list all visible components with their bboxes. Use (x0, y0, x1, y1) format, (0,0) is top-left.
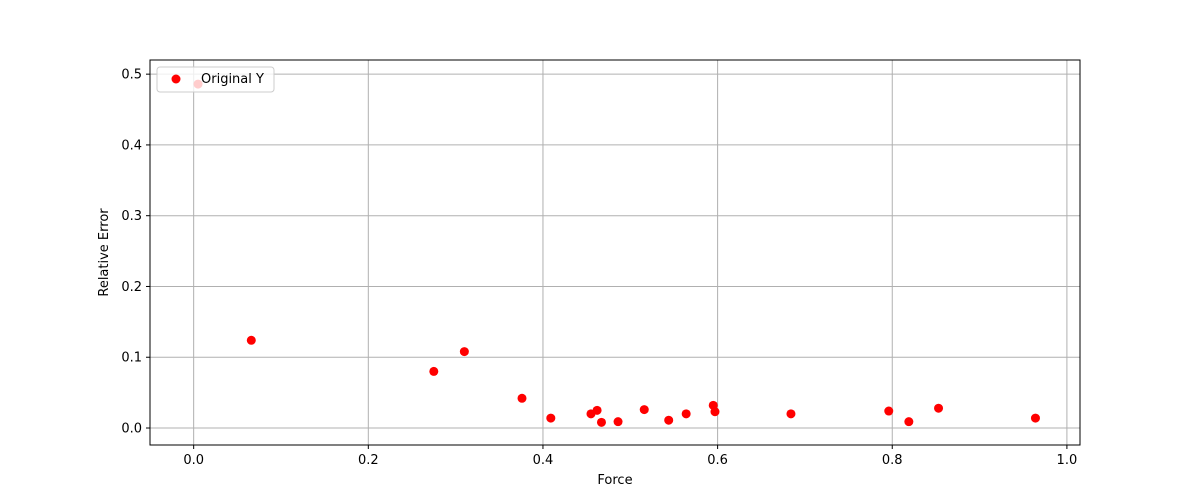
y-tick-label: 0.4 (121, 138, 142, 153)
y-tick-label: 0.2 (121, 280, 142, 295)
x-axis-label: Force (597, 473, 632, 488)
data-point (884, 406, 894, 416)
legend-label-original-y: Original Y (201, 72, 264, 87)
data-point (1030, 413, 1040, 423)
y-tick-label: 0.5 (121, 68, 142, 83)
data-point (934, 403, 944, 413)
data-points (193, 79, 1040, 427)
grid (150, 60, 1080, 445)
axis-ticks: 0.0 0.2 0.4 0.6 0.8 1.0 0.0 0.1 0.2 0.3 0.4 0.5 (121, 68, 1077, 468)
plot-area-frame (149, 59, 1081, 446)
y-tick-label: 0.0 (121, 422, 142, 437)
legend: Original Y (156, 66, 275, 93)
y-tick-label: 0.3 (121, 209, 142, 224)
x-tick-label: 0.4 (533, 453, 554, 468)
data-point (681, 409, 691, 419)
data-point (639, 405, 649, 415)
y-axis-label: Relative Error (97, 208, 112, 297)
y-tick-label: 0.1 (121, 351, 142, 366)
data-point (246, 335, 256, 345)
data-point (710, 407, 720, 417)
legend-marker (171, 74, 181, 84)
data-point (904, 417, 914, 427)
x-tick-label: 0.8 (882, 453, 903, 468)
data-point (517, 393, 527, 403)
data-point (429, 366, 439, 376)
x-tick-label: 1.0 (1057, 453, 1078, 468)
x-tick-label: 0.0 (183, 453, 204, 468)
data-point (459, 347, 469, 357)
data-point (596, 417, 606, 427)
x-tick-label: 0.6 (707, 453, 728, 468)
x-tick-label: 0.2 (358, 453, 379, 468)
data-point (592, 405, 602, 415)
data-point (664, 415, 674, 425)
legend-box (156, 66, 275, 93)
data-point (613, 417, 623, 427)
data-point (546, 413, 556, 423)
data-point (786, 409, 796, 419)
